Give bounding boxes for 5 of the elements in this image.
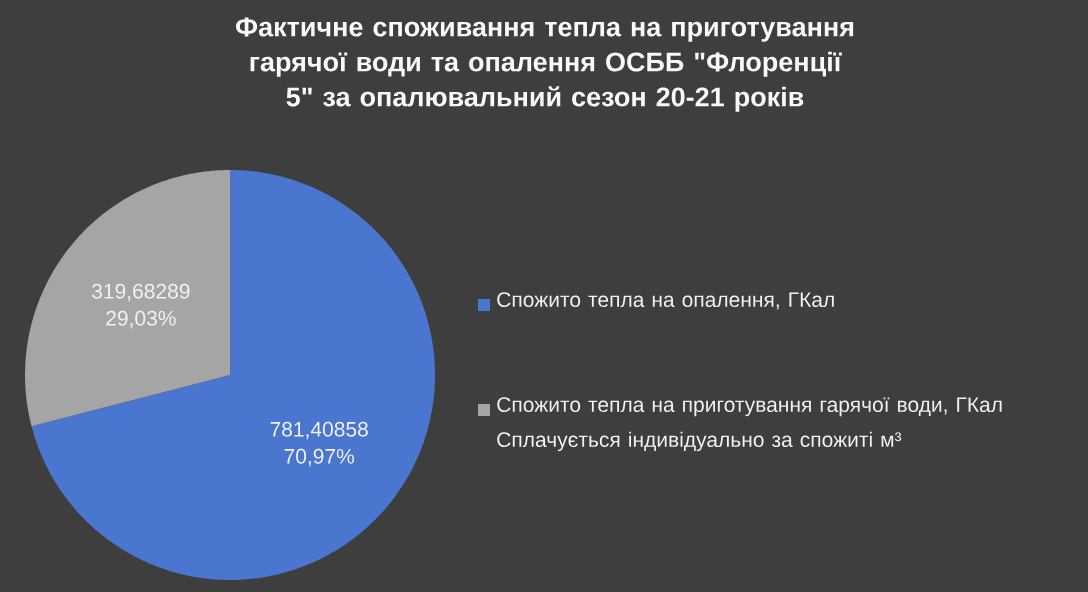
legend-label: Спожито тепла на опалення, ГКал bbox=[497, 292, 834, 310]
data-label: 781,40858 70,97% bbox=[270, 421, 368, 467]
data-label: 319,68289 29,03% bbox=[92, 283, 190, 329]
chart-title: Фактичне споживання тепла на приготування гарячої води та опалення ОСББ "Флоренції 5" за опалювальний сезон 20-21 років bbox=[235, 17, 854, 112]
legend-label: Спожито тепла на приготування гарячої води, ГКал Сплачується індивідуально за спожиті м³ bbox=[497, 397, 1002, 452]
